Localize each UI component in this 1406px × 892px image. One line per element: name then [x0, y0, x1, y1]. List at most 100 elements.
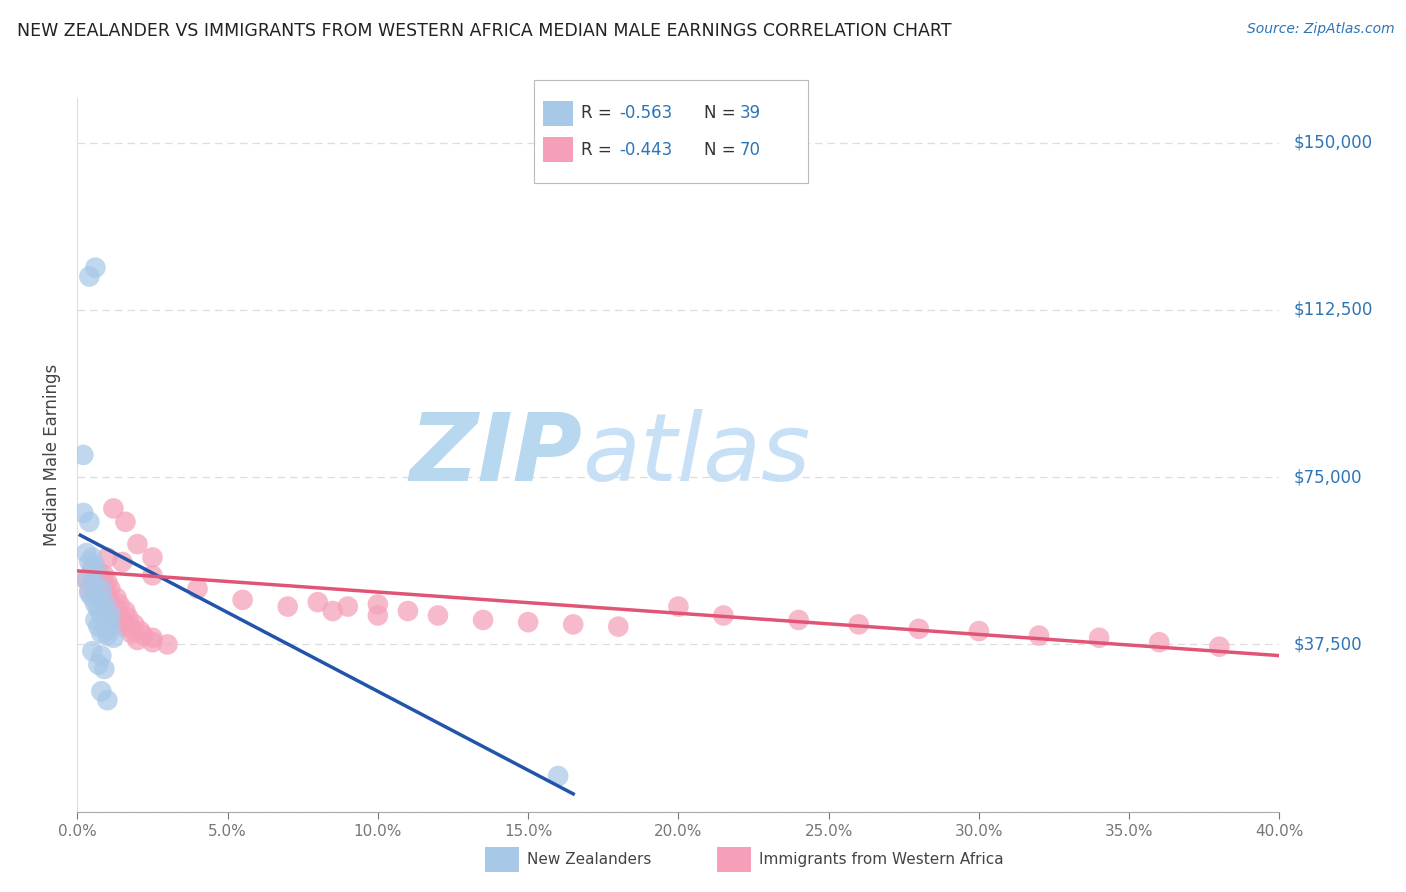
- Text: atlas: atlas: [582, 409, 810, 500]
- Point: [87, 564, 110, 578]
- Point: [100, 607, 122, 621]
- Text: $37,500: $37,500: [1294, 635, 1362, 654]
- Point: [90, 573, 112, 587]
- Point: [547, 769, 569, 783]
- Text: 39: 39: [740, 104, 761, 122]
- Point: [93, 662, 115, 676]
- Point: [72, 448, 94, 462]
- Point: [90, 608, 112, 623]
- Text: N =: N =: [704, 141, 741, 159]
- Point: [105, 601, 128, 615]
- Point: [120, 622, 142, 636]
- Text: ZIP: ZIP: [409, 409, 582, 501]
- Point: [713, 608, 735, 623]
- Point: [84, 577, 107, 591]
- Point: [75, 546, 97, 560]
- Text: NEW ZEALANDER VS IMMIGRANTS FROM WESTERN AFRICA MEDIAN MALE EARNINGS CORRELATION: NEW ZEALANDER VS IMMIGRANTS FROM WESTERN…: [17, 22, 952, 40]
- Point: [967, 624, 990, 639]
- Point: [1149, 635, 1171, 649]
- Point: [82, 559, 104, 574]
- Point: [93, 580, 115, 594]
- Point: [141, 631, 163, 645]
- Point: [562, 617, 585, 632]
- Point: [96, 622, 118, 636]
- Point: [87, 592, 110, 607]
- Point: [607, 619, 630, 633]
- Point: [105, 591, 128, 605]
- Point: [100, 617, 122, 632]
- Point: [1028, 628, 1050, 642]
- Text: N =: N =: [704, 104, 741, 122]
- Point: [132, 628, 155, 642]
- Point: [114, 604, 136, 618]
- Point: [787, 613, 810, 627]
- Point: [82, 577, 104, 591]
- Point: [82, 591, 104, 605]
- Point: [79, 555, 101, 569]
- Point: [120, 626, 142, 640]
- Point: [96, 589, 118, 603]
- Point: [96, 574, 118, 589]
- Point: [114, 515, 136, 529]
- Point: [336, 599, 359, 614]
- Point: [84, 613, 107, 627]
- Point: [103, 501, 125, 516]
- Text: $75,000: $75,000: [1294, 468, 1362, 486]
- Point: [84, 586, 107, 600]
- Point: [307, 595, 329, 609]
- Point: [87, 582, 110, 596]
- Point: [427, 608, 450, 623]
- Point: [232, 592, 254, 607]
- Point: [100, 607, 122, 621]
- Point: [1208, 640, 1230, 654]
- Point: [186, 582, 209, 596]
- Point: [96, 693, 118, 707]
- Point: [96, 610, 118, 624]
- Point: [84, 260, 107, 275]
- Point: [90, 648, 112, 663]
- Text: 70: 70: [740, 141, 761, 159]
- Point: [93, 604, 115, 618]
- Point: [100, 595, 122, 609]
- Point: [367, 598, 389, 612]
- Point: [93, 615, 115, 630]
- Point: [396, 604, 419, 618]
- Point: [84, 559, 107, 574]
- Point: [93, 568, 115, 582]
- Text: Source: ZipAtlas.com: Source: ZipAtlas.com: [1247, 22, 1395, 37]
- Point: [108, 608, 131, 623]
- Point: [141, 635, 163, 649]
- Point: [75, 573, 97, 587]
- Point: [105, 613, 128, 627]
- Point: [90, 626, 112, 640]
- Point: [472, 613, 495, 627]
- Point: [87, 577, 110, 591]
- Point: [90, 582, 112, 596]
- Point: [117, 610, 139, 624]
- Point: [79, 586, 101, 600]
- Point: [103, 631, 125, 645]
- Text: $150,000: $150,000: [1294, 134, 1372, 152]
- Point: [79, 583, 101, 598]
- Text: R =: R =: [581, 141, 617, 159]
- Point: [87, 619, 110, 633]
- Point: [84, 598, 107, 612]
- Point: [141, 568, 163, 582]
- Text: New Zealanders: New Zealanders: [527, 853, 651, 867]
- Point: [668, 599, 690, 614]
- Point: [96, 599, 118, 614]
- Point: [1088, 631, 1111, 645]
- Text: R =: R =: [581, 104, 617, 122]
- Point: [87, 657, 110, 672]
- Point: [82, 564, 104, 578]
- Point: [90, 599, 112, 614]
- Point: [108, 598, 131, 612]
- Point: [75, 573, 97, 587]
- Point: [111, 619, 134, 633]
- Text: -0.443: -0.443: [619, 141, 672, 159]
- Point: [96, 550, 118, 565]
- Bar: [543, 101, 572, 127]
- Point: [93, 595, 115, 609]
- Point: [90, 589, 112, 603]
- Point: [848, 617, 870, 632]
